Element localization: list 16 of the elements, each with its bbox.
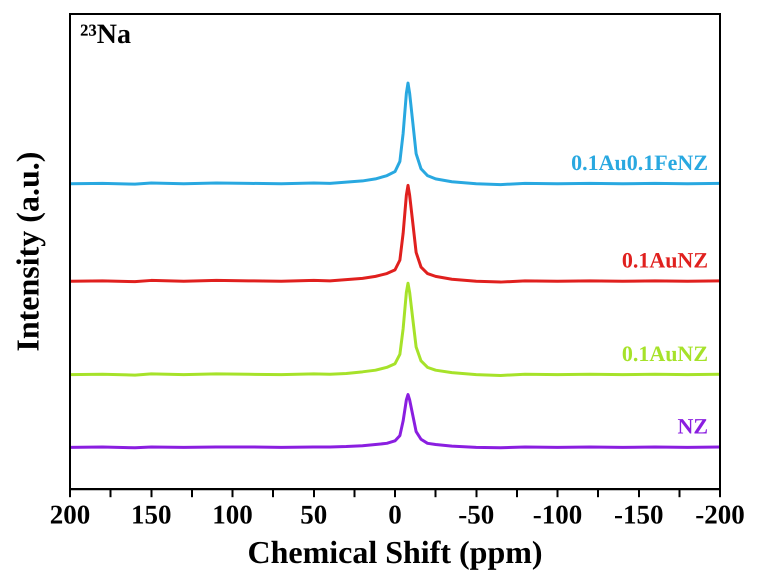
series-label: 0.1Au0.1FeNZ — [571, 150, 708, 176]
x-tick-label: 50 — [300, 499, 328, 530]
series-label: 0.1AuNZ — [622, 340, 708, 366]
x-tick-label: 150 — [131, 499, 172, 530]
x-tick-label: -200 — [695, 499, 745, 530]
x-tick-label: 100 — [212, 499, 253, 530]
y-axis-title: Intensity (a.u.) — [9, 152, 46, 352]
x-tick-label: -50 — [458, 499, 494, 530]
series-label: NZ — [677, 414, 708, 439]
x-axis-title: Chemical Shift (ppm) — [247, 534, 543, 570]
x-tick-label: -150 — [614, 499, 664, 530]
x-tick-label: 0 — [388, 499, 402, 530]
text: ²³Na — [80, 19, 132, 50]
x-tick-label: 200 — [50, 499, 90, 530]
series-label: 0.1AuNZ — [622, 248, 708, 273]
x-tick-label: -100 — [532, 499, 582, 530]
